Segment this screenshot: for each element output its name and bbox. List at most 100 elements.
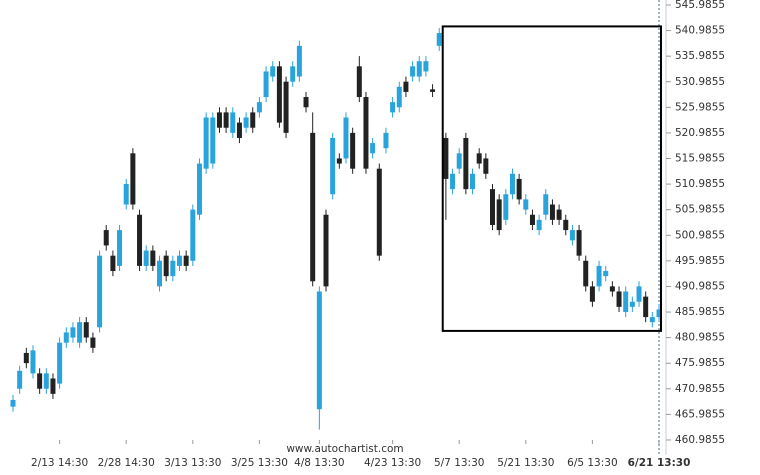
candle-body [103,230,109,246]
candle-body [50,378,56,394]
candle-body [623,291,629,312]
candle-body [183,255,189,266]
y-tick-label: 465.9855 [675,408,725,420]
x-tick-label: 4/8 13:30 [294,457,345,469]
candle-body [63,332,69,343]
x-tick-label: 2/28 14:30 [98,457,155,469]
y-tick-label: 515.9855 [675,153,725,165]
candle-body [157,260,163,287]
y-tick-label: 535.9855 [675,50,725,62]
candle-body [403,81,409,92]
candle-body [97,255,103,328]
x-tick-label: 6/21 13:30 [628,457,691,469]
candle-body [463,137,469,190]
x-tick-label: 6/5 13:30 [567,457,618,469]
candle-body [43,373,49,389]
candle-body [150,250,156,266]
candle-body [436,33,442,46]
candle-body [270,66,276,77]
pattern-box [441,25,662,332]
candle-body [283,81,289,133]
candle-body [456,153,462,169]
candle-body [616,291,622,307]
candle-body [450,173,456,190]
candle-body [483,158,489,174]
source-label: www.autochartist.com [286,443,403,455]
candle-body [490,189,496,225]
candle-body [583,260,589,287]
candle-body [23,352,29,364]
candle-body [263,71,269,98]
candle-body [563,219,569,231]
y-tick-label: 545.9855 [675,0,725,11]
candle-body [396,86,402,108]
candle-body [196,163,202,215]
x-tick-label: 3/13 13:30 [164,457,221,469]
candle-body [649,317,655,323]
candle-body [236,122,242,138]
candle-body [443,137,449,179]
candle-body [503,194,509,220]
x-tick-label: 5/7 13:30 [434,457,485,469]
y-tick-label: 505.9855 [675,204,725,216]
candle-body [609,286,615,292]
candle-body [416,61,422,77]
candle-body [629,301,635,307]
y-tick-label: 520.9855 [675,127,725,139]
candle-body [296,45,302,77]
candle-body [250,112,256,128]
y-tick-label: 460.9855 [675,434,725,446]
candle-body [350,132,356,169]
candle-body [90,337,96,348]
candle-body [290,66,296,82]
candle-body [383,132,389,149]
candle-body [310,132,316,282]
candle-body [556,209,562,220]
candle-body [603,271,609,277]
candle-body [57,342,63,384]
x-tick-label: 4/23 13:30 [364,457,421,469]
candle-body [423,61,429,72]
candle-body [110,255,116,272]
y-tick-label: 475.9855 [675,357,725,369]
y-tick-label: 490.9855 [675,280,725,292]
y-tick-label: 495.9855 [675,255,725,267]
candle-body [636,286,642,302]
candle-body [536,219,542,231]
candle-body [276,66,282,123]
candle-body [589,286,595,302]
x-tick-label: 5/21 13:30 [497,457,554,469]
candle-body [543,194,549,215]
y-tick-label: 525.9855 [675,101,725,113]
x-tick-label: 2/13 14:30 [31,457,88,469]
candle-body [203,117,209,169]
candle-body [496,199,502,231]
candle-body [216,112,222,128]
candle-body [70,327,76,338]
candle-body [243,117,249,128]
y-tick-label: 485.9855 [675,306,725,318]
candle-body [656,309,662,318]
y-tick-label: 470.9855 [675,383,725,395]
candle-body [137,214,143,266]
candle-body [529,214,535,225]
candle-body [370,143,376,154]
candle-body [343,117,349,159]
x-tick-label: 3/25 13:30 [231,457,288,469]
candle-body [256,102,262,113]
candle-body [390,102,396,113]
y-tick-label: 480.9855 [675,332,725,344]
candle-body [17,370,23,389]
candle-body [509,173,515,195]
candle-body [643,296,649,318]
candle-body [516,178,522,200]
candle-body [230,112,236,133]
candle-body [569,230,575,241]
candle-body [430,89,436,92]
candle-body [596,265,602,287]
candle-body [130,153,136,205]
candle-body [549,204,555,220]
candle-body [330,137,336,195]
candle-body [410,66,416,77]
